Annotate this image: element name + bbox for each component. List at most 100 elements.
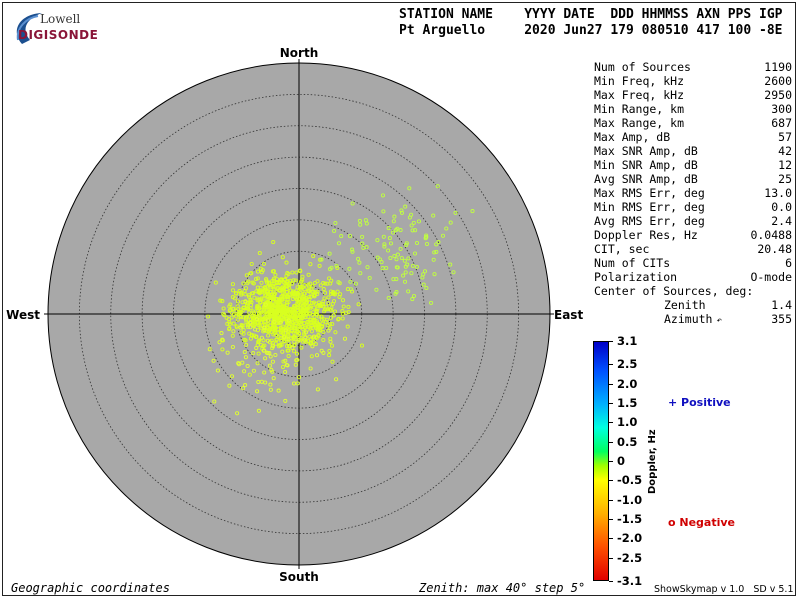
source-point [350,247,355,252]
negative-legend: o Negative [668,516,736,529]
source-point [347,266,352,271]
source-point [420,275,425,280]
source-point [272,324,277,329]
source-point [290,289,296,294]
source-point [292,349,297,354]
source-point [404,241,409,246]
source-point [267,308,273,313]
source-point [301,327,306,332]
source-point [316,334,321,339]
source-point [271,240,276,245]
source-point [387,236,392,241]
source-point [272,314,277,319]
source-point [409,223,414,228]
source-point [273,352,278,358]
stat-label: Min Range, km [594,102,685,116]
source-point [398,228,403,233]
source-point [235,299,241,304]
source-point [287,307,292,312]
source-point [306,272,311,277]
source-point [365,265,370,270]
east-label: East [554,308,583,322]
stat-row: Max RMS Err, deg 13.0 [594,186,792,200]
source-point [247,331,252,336]
source-point [280,285,285,290]
source-point [251,368,256,373]
source-point [253,327,258,332]
source-point [231,306,236,311]
source-point [297,303,303,308]
source-point [403,204,408,209]
source-point [248,321,253,326]
source-point [282,302,287,307]
source-point [470,209,475,214]
source-point [221,311,226,316]
source-point [390,230,396,235]
source-point [281,316,286,322]
source-point [267,363,272,368]
source-point [308,304,313,309]
source-point [241,307,246,312]
source-point [239,292,244,297]
source-point [229,374,235,379]
source-point [388,255,393,261]
source-point [215,368,220,373]
source-point [290,328,295,333]
source-point [290,345,295,350]
source-point [245,363,250,369]
source-point [220,337,225,342]
stat-label: Avg RMS Err, deg [594,214,705,228]
source-point [380,193,386,198]
source-point [325,323,330,328]
colorbar-tick-label: -0.5 [617,473,643,488]
source-point [312,280,317,286]
source-point [261,288,266,293]
source-point [451,270,456,275]
source-point [302,282,307,288]
source-point [235,317,240,322]
source-point [247,310,252,315]
source-point [316,303,321,308]
source-point [243,286,249,291]
colorbar-tick-mark [609,480,613,482]
source-point [323,281,328,286]
source-point [323,319,329,324]
stat-row: Min Freq, kHz 2600 [594,74,792,88]
source-point [207,347,212,352]
source-point [432,250,437,255]
source-point [264,350,269,355]
source-point [269,295,274,300]
source-point [360,234,365,239]
stat-label: Polarization [594,270,678,284]
source-point [319,348,324,353]
source-point [284,260,289,265]
source-point [281,306,287,311]
source-point [225,350,230,355]
stat-value: 300 [771,102,792,116]
source-point [321,329,326,335]
source-point [262,370,267,375]
source-point [316,314,322,319]
source-point [391,219,396,224]
stat-label: Min RMS Err, deg [594,200,705,214]
source-point [255,317,260,322]
source-point [388,241,394,246]
stat-label: Min SNR Amp, dB [594,158,698,172]
software-version: ShowSkymap v 1.0 SD v 5.1 [654,584,794,595]
source-point [258,324,263,329]
source-point [271,287,276,292]
source-point [335,265,340,270]
source-point [256,339,261,344]
source-point [259,280,264,285]
source-point [307,287,312,292]
colorbar-tick-mark [609,519,613,521]
source-point [284,344,290,349]
source-point [217,340,222,345]
source-point [276,388,281,393]
colorbar-tick-label: -3.1 [617,574,643,588]
source-point [267,283,272,288]
source-point [234,291,239,296]
source-point [336,241,342,246]
source-point [340,309,345,314]
source-point [295,381,300,386]
